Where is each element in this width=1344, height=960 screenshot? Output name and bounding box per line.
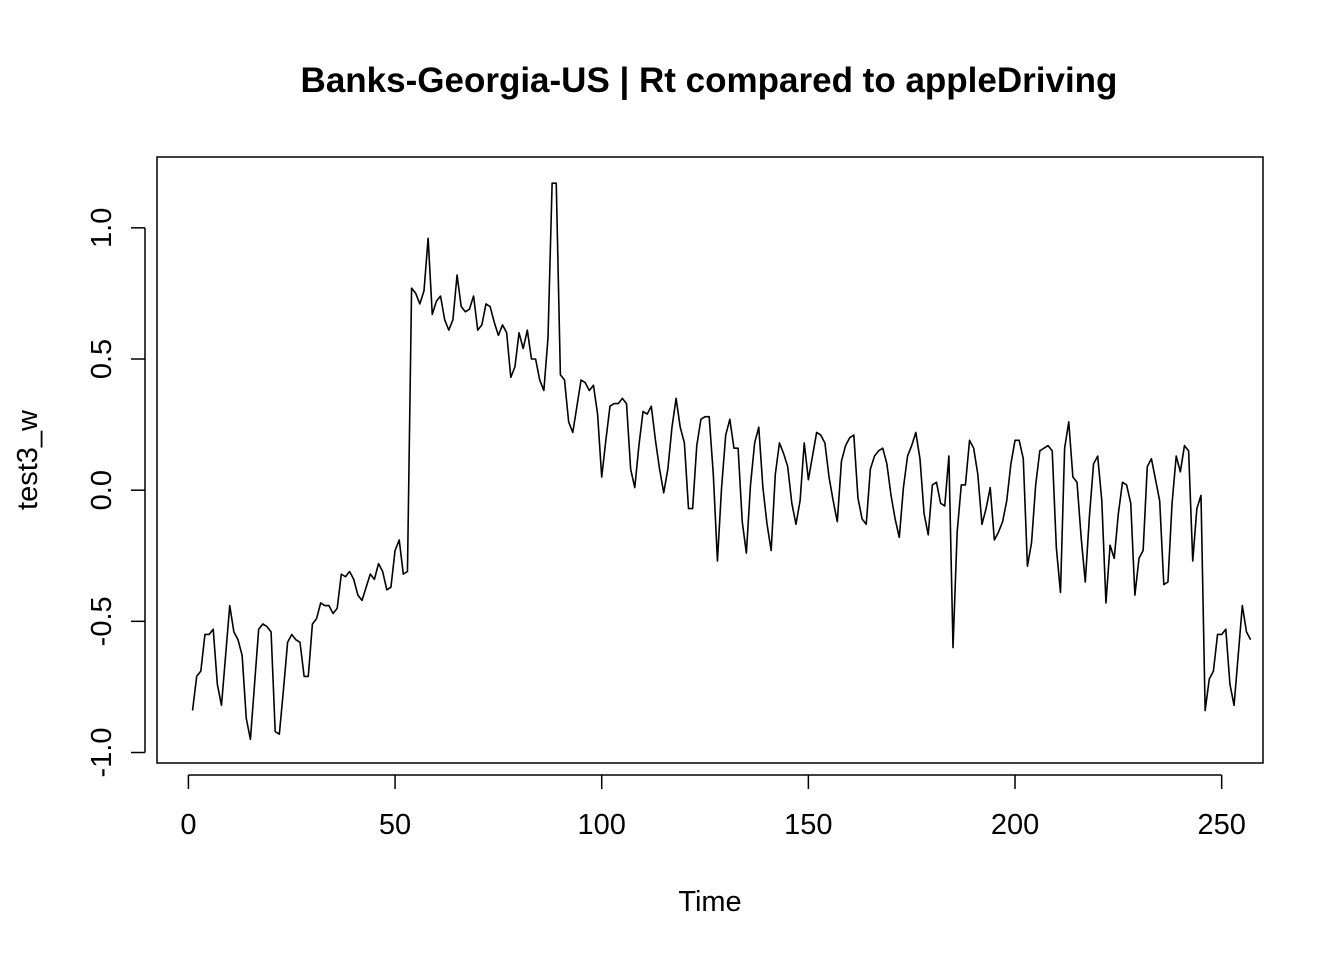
y-tick-label: 0.5 [86, 339, 118, 379]
y-tick-label: -0.5 [86, 596, 118, 646]
plot-frame [156, 156, 1264, 764]
x-tick-label: 50 [379, 809, 411, 841]
y-axis-label: test3_w [12, 409, 44, 510]
x-tick-label: 250 [1197, 809, 1245, 841]
y-axis: -1.0 -0.5 0.0 0.5 1.0 [86, 208, 146, 778]
x-axis-label: Time [678, 886, 741, 918]
series-line [191, 182, 1252, 741]
x-tick-label: 100 [578, 809, 626, 841]
x-axis: 0 50 100 150 200 250 [180, 774, 1246, 841]
x-tick-label: 150 [784, 809, 832, 841]
y-tick-label: 0.0 [86, 470, 118, 510]
chart-title: Banks-Georgia-US | Rt compared to appleD… [301, 61, 1118, 100]
x-tick-label: 200 [991, 809, 1039, 841]
y-tick-label: -1.0 [86, 728, 118, 778]
y-tick-label: 1.0 [86, 208, 118, 248]
x-tick-label: 0 [180, 809, 196, 841]
